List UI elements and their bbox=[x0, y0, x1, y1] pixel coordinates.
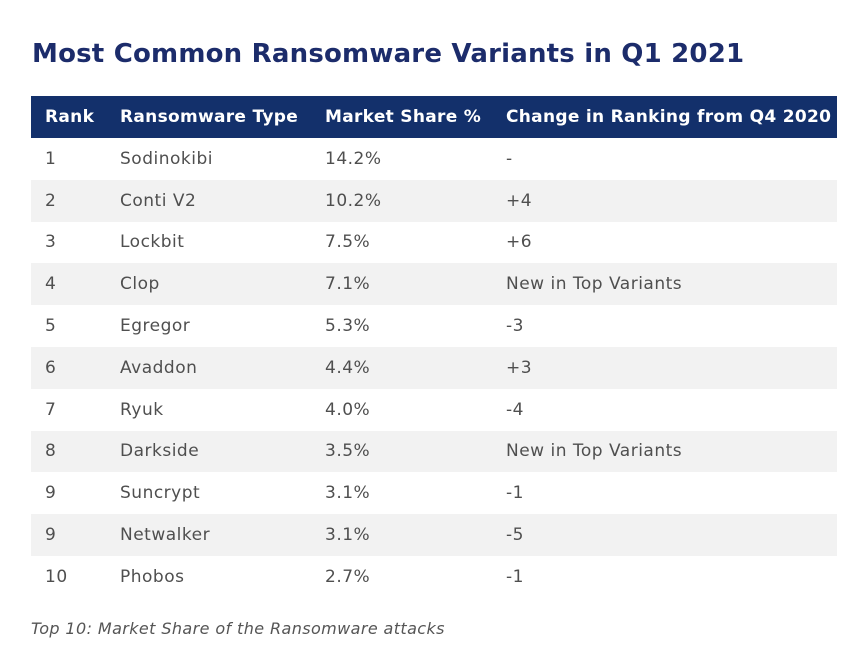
table-caption: Top 10: Market Share of the Ransomware a… bbox=[31, 619, 445, 638]
table-row: 10 Phobos 2.7% -1 bbox=[31, 556, 837, 598]
header-ransomware-type: Ransomware Type bbox=[106, 96, 311, 138]
cell-change: -3 bbox=[506, 316, 524, 337]
cell-ransomware-type: Darkside bbox=[106, 430, 311, 473]
cell-rank: 2 bbox=[31, 179, 106, 222]
cell-market-share: 4.0% bbox=[325, 399, 371, 420]
cell-rank: 5 bbox=[45, 316, 57, 337]
cell-ransomware-type: Clop bbox=[106, 263, 311, 306]
cell-ransomware-type: Lockbit bbox=[120, 232, 185, 253]
table-row: 9 Suncrypt 3.1% -1 bbox=[31, 472, 837, 514]
header-rank: Rank bbox=[31, 96, 106, 138]
cell-change: -5 bbox=[492, 514, 837, 556]
cell-change: +3 bbox=[492, 346, 837, 389]
table-header-row: Rank Ransomware Type Market Share % Chan… bbox=[31, 96, 837, 138]
page-title: Most Common Ransomware Variants in Q1 20… bbox=[32, 39, 745, 70]
cell-rank: 1 bbox=[45, 148, 57, 169]
cell-change: +4 bbox=[492, 179, 837, 222]
table-row: 7 Ryuk 4.0% -4 bbox=[31, 389, 837, 431]
cell-change: New in Top Variants bbox=[492, 430, 837, 473]
cell-market-share: 2.7% bbox=[325, 566, 371, 587]
cell-market-share: 14.2% bbox=[325, 148, 382, 169]
cell-change: New in Top Variants bbox=[492, 263, 837, 306]
cell-ransomware-type: Suncrypt bbox=[120, 483, 201, 504]
table-row: 6 Avaddon 4.4% +3 bbox=[31, 346, 837, 389]
table-row: 5 Egregor 5.3% -3 bbox=[31, 305, 837, 347]
cell-market-share: 7.5% bbox=[325, 232, 371, 253]
cell-change: - bbox=[506, 148, 513, 169]
cell-market-share: 3.5% bbox=[311, 430, 492, 473]
cell-change: -1 bbox=[506, 566, 524, 587]
cell-market-share: 4.4% bbox=[311, 346, 492, 389]
table-row: 2 Conti V2 10.2% +4 bbox=[31, 179, 837, 222]
cell-ransomware-type: Sodinokibi bbox=[120, 148, 213, 169]
table-row: 8 Darkside 3.5% New in Top Variants bbox=[31, 430, 837, 473]
table-row: 3 Lockbit 7.5% +6 bbox=[31, 222, 837, 264]
header-change-in-ranking: Change in Ranking from Q4 2020 bbox=[492, 96, 837, 138]
cell-rank: 7 bbox=[45, 399, 57, 420]
cell-rank: 9 bbox=[45, 483, 57, 504]
cell-change: -4 bbox=[506, 399, 524, 420]
table-row: 1 Sodinokibi 14.2% - bbox=[31, 138, 837, 180]
cell-ransomware-type: Egregor bbox=[120, 316, 191, 337]
table-row: 4 Clop 7.1% New in Top Variants bbox=[31, 263, 837, 306]
cell-ransomware-type: Phobos bbox=[120, 566, 185, 587]
cell-rank: 10 bbox=[45, 566, 68, 587]
table-row: 9 Netwalker 3.1% -5 bbox=[31, 514, 837, 556]
cell-ransomware-type: Conti V2 bbox=[106, 179, 311, 222]
header-market-share: Market Share % bbox=[311, 96, 492, 138]
cell-change: -1 bbox=[506, 483, 524, 504]
cell-market-share: 10.2% bbox=[311, 179, 492, 222]
cell-ransomware-type: Netwalker bbox=[106, 514, 311, 556]
cell-rank: 8 bbox=[31, 430, 106, 473]
cell-rank: 6 bbox=[31, 346, 106, 389]
ransomware-table: Rank Ransomware Type Market Share % Chan… bbox=[31, 96, 837, 598]
cell-market-share: 3.1% bbox=[325, 483, 371, 504]
cell-market-share: 3.1% bbox=[311, 514, 492, 556]
cell-ransomware-type: Avaddon bbox=[106, 346, 311, 389]
cell-market-share: 7.1% bbox=[311, 263, 492, 306]
cell-rank: 4 bbox=[31, 263, 106, 306]
cell-ransomware-type: Ryuk bbox=[120, 399, 164, 420]
cell-market-share: 5.3% bbox=[325, 316, 371, 337]
cell-change: +6 bbox=[506, 232, 533, 253]
cell-rank: 3 bbox=[45, 232, 57, 253]
cell-rank: 9 bbox=[31, 514, 106, 556]
